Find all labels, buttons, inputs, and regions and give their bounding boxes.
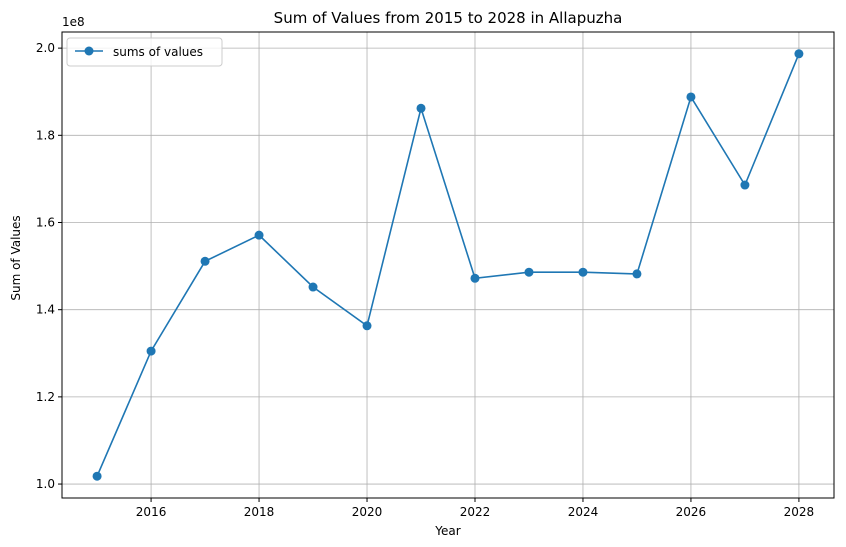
series-line [96, 53, 800, 477]
y-tick-label: 2.0 [36, 41, 55, 55]
x-axis: 2016 2018 2020 2022 2024 2026 2028 [136, 498, 814, 519]
y-axis-label: Sum of Values [9, 215, 23, 300]
data-point [794, 49, 804, 59]
grid [62, 32, 834, 498]
data-point [632, 269, 642, 279]
y-axis: 1.0 1.2 1.4 1.6 1.8 2.0 [36, 41, 62, 491]
y-tick-label: 1.8 [36, 128, 55, 142]
x-tick-label: 2028 [784, 505, 815, 519]
x-axis-label: Year [434, 524, 460, 538]
data-point [254, 230, 264, 240]
x-tick-label: 2016 [136, 505, 167, 519]
y-tick-label: 1.6 [36, 215, 55, 229]
data-point [146, 346, 156, 356]
x-tick-label: 2022 [460, 505, 491, 519]
x-tick-label: 2020 [352, 505, 383, 519]
y-tick-label: 1.2 [36, 390, 55, 404]
series-layer [92, 49, 804, 481]
x-tick-label: 2024 [568, 505, 599, 519]
x-tick-label: 2026 [676, 505, 707, 519]
data-point [308, 282, 318, 292]
plot-frame [61, 31, 835, 499]
legend-label: sums of values [113, 45, 203, 59]
data-point [416, 103, 426, 113]
data-point [578, 267, 588, 277]
y-tick-label: 1.0 [36, 477, 55, 491]
data-point [740, 180, 750, 190]
data-point [524, 267, 534, 277]
data-point [362, 321, 372, 331]
legend: sums of values [66, 37, 223, 67]
legend-marker [84, 46, 94, 56]
y-tick-label: 1.4 [36, 303, 55, 317]
legend-box [66, 37, 223, 67]
data-point [92, 471, 102, 481]
chart-title: Sum of Values from 2015 to 2028 in Allap… [274, 9, 623, 27]
x-tick-label: 2018 [244, 505, 275, 519]
data-point [470, 273, 480, 283]
data-point [686, 92, 696, 102]
y-offset-label: 1e8 [62, 15, 85, 29]
data-point [200, 256, 210, 266]
